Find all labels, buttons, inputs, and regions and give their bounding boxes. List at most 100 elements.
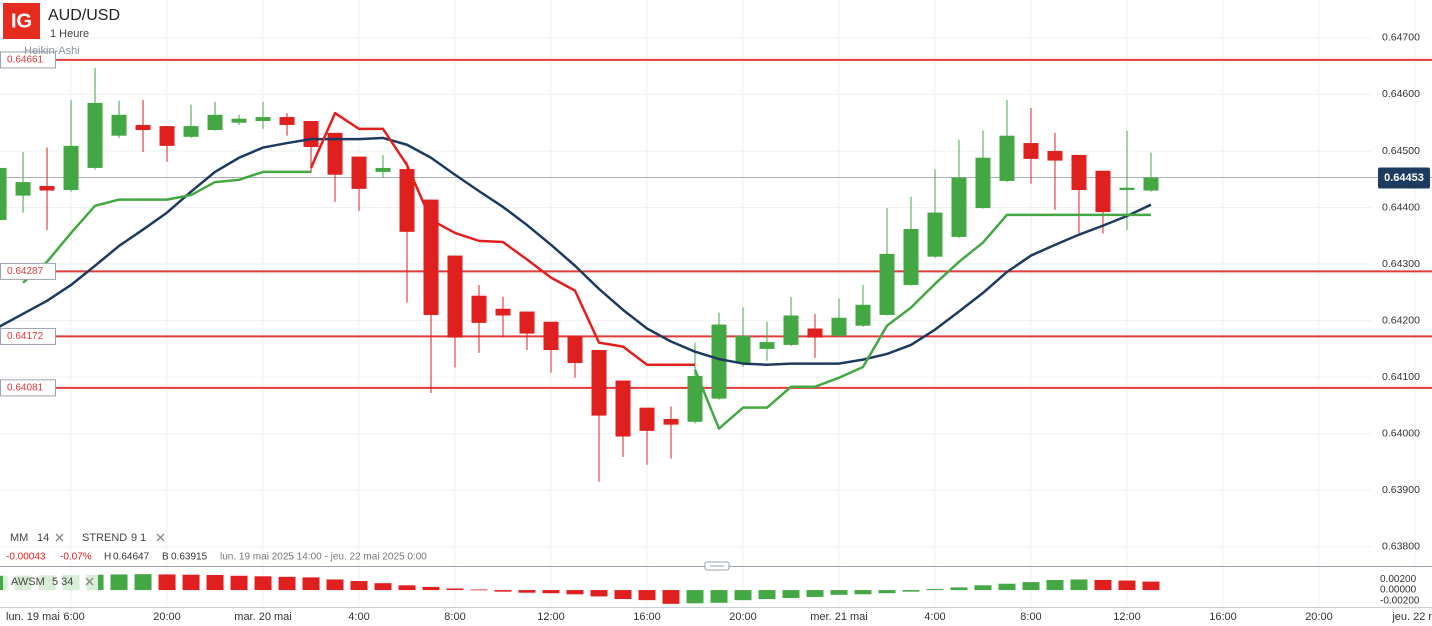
- x-tick-label: 8:00: [444, 611, 465, 623]
- plot-area: [0, 67, 1159, 482]
- histogram-bar: [230, 575, 248, 591]
- y-tick-label: 0.64500: [1382, 145, 1420, 157]
- candle-body: [1023, 143, 1039, 159]
- candle-body: [495, 308, 511, 316]
- last-price-box: [1378, 167, 1430, 189]
- high-value: 0.64647: [113, 552, 150, 563]
- level-label: 0.64081: [7, 383, 44, 394]
- high-label: H: [104, 552, 111, 563]
- candle-body: [159, 126, 175, 146]
- x-tick-label: 12:00: [537, 611, 565, 623]
- candle-body: [1119, 187, 1135, 190]
- x-tick-label: 16:00: [57, 611, 85, 623]
- level-label: 0.64661: [7, 55, 44, 66]
- candle-body: [927, 212, 943, 257]
- indicator-params: 9 1: [131, 532, 146, 544]
- y-tick-label: 0.00000: [1380, 585, 1417, 596]
- x-pinned-label: lun. 19 mai: [6, 611, 60, 623]
- histogram-bar: [1142, 581, 1160, 591]
- x-tick-label: 4:00: [348, 611, 369, 623]
- x-tick-label: mar. 20 mai: [234, 611, 291, 623]
- candle-body: [135, 124, 151, 131]
- x-tick-label: 12:00: [1113, 611, 1141, 623]
- histogram-bar: [998, 583, 1016, 591]
- candle-body: [711, 324, 727, 399]
- histogram-bar: [182, 574, 200, 591]
- candle-body: [231, 118, 247, 123]
- candle-body: [183, 126, 199, 137]
- candle-body: [1071, 154, 1087, 190]
- date-range: lun. 19 mai 2025 14:00 - jeu. 22 mai 202…: [220, 552, 427, 563]
- candle-body: [207, 114, 223, 131]
- candle-body: [1095, 170, 1111, 213]
- histogram-bar: [662, 590, 680, 604]
- remove-indicator[interactable]: [55, 533, 64, 542]
- moving-average-line: [0, 136, 1152, 366]
- histogram-bar: [302, 577, 320, 591]
- histogram-bar: [518, 590, 536, 593]
- y-tick-label: -0.00200: [1380, 595, 1420, 606]
- candle-body: [543, 321, 559, 351]
- histogram-bar: [590, 590, 608, 597]
- remove-indicator[interactable]: [85, 577, 94, 586]
- histogram-bar: [614, 590, 632, 600]
- candle-body: [615, 380, 631, 437]
- candle-body: [663, 418, 679, 425]
- histogram-bar: [470, 589, 488, 591]
- histogram-bar: [1022, 582, 1040, 591]
- remove-indicator[interactable]: [156, 533, 165, 542]
- candle-body: [399, 169, 415, 232]
- candle-body: [879, 253, 895, 315]
- logo: [3, 3, 40, 39]
- histogram-bar: [806, 590, 824, 597]
- candle-body: [471, 295, 487, 323]
- y-tick-label: 0.64600: [1382, 88, 1420, 100]
- histogram-bar: [374, 583, 392, 591]
- histogram-bar: [350, 581, 368, 591]
- candle-body: [591, 350, 607, 416]
- supertrend-down-line: [309, 111, 696, 366]
- histogram-bar: [1118, 580, 1136, 591]
- change: -0.00043: [6, 552, 46, 563]
- histogram-bar: [398, 585, 416, 591]
- histogram-bar: [950, 587, 968, 591]
- last-price-label: 0.64453: [1384, 172, 1424, 184]
- low-label: B: [162, 552, 169, 563]
- x-tick-label: 16:00: [1209, 611, 1237, 623]
- candle-body: [639, 407, 655, 431]
- level-label-box: [0, 51, 56, 69]
- y-tick-label: 0.64200: [1382, 314, 1420, 326]
- histogram-bar: [926, 589, 944, 591]
- histogram-bar: [782, 590, 800, 598]
- x-pinned-label-bg: [0, 609, 64, 626]
- histogram-bar: [638, 590, 656, 601]
- level-label: 0.64172: [7, 331, 44, 342]
- y-tick-label: 0.64400: [1382, 201, 1420, 213]
- histogram-bar: [878, 590, 896, 594]
- indicator-name: STREND: [82, 532, 127, 544]
- x-tick-label: 20:00: [729, 611, 757, 623]
- histogram-bar: [134, 574, 152, 591]
- supertrend-up-line: [22, 170, 312, 284]
- candle-body: [255, 117, 271, 122]
- candle-body: [567, 335, 583, 364]
- histogram-bar: [542, 590, 560, 594]
- candle-body: [783, 315, 799, 345]
- candle-body: [447, 255, 463, 338]
- candle-body: [759, 342, 775, 349]
- histogram-bar: [326, 579, 344, 591]
- level-label-box: [0, 262, 56, 280]
- level-label: 0.64287: [7, 266, 44, 277]
- histogram-bar: [1094, 580, 1112, 591]
- x-tick-label: jeu. 22 m: [1391, 611, 1432, 623]
- candle-body: [63, 145, 79, 190]
- histogram-bar: [494, 590, 512, 592]
- candle-body: [303, 121, 319, 148]
- histogram-bar: [854, 590, 872, 595]
- indicator-params: 14: [37, 532, 49, 544]
- timeframe: 1 Heure: [50, 28, 89, 40]
- x-tick-label: mer. 21 mai: [810, 611, 867, 623]
- y-tick-label: 0.00200: [1380, 574, 1417, 585]
